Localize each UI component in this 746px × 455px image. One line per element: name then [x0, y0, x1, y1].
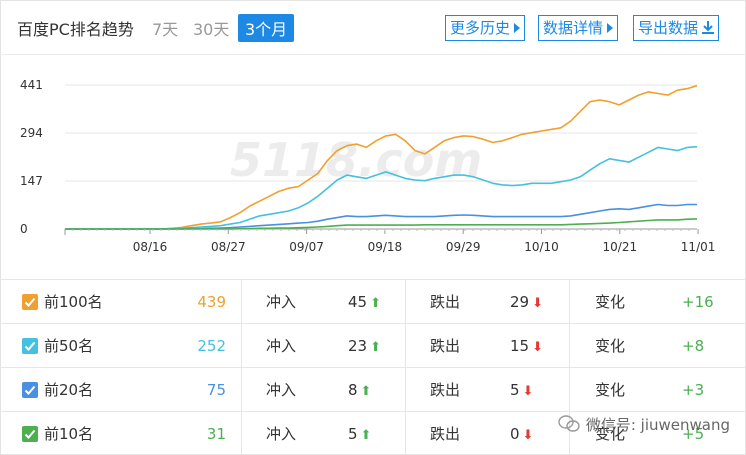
- panel-header: 百度PC排名趋势 7天 30天 3个月 更多历史 数据详情 导出数据: [0, 0, 746, 55]
- row-count: 75: [206, 381, 226, 399]
- row-label: 前10名: [44, 425, 94, 443]
- data-details-button[interactable]: 数据详情: [538, 15, 619, 41]
- arrow-down-icon: ⬇: [522, 428, 534, 443]
- y-tick-label: 0: [20, 222, 28, 236]
- x-tick-label: 08/16: [133, 240, 168, 254]
- x-tick-label: 10/10: [524, 240, 559, 254]
- check-icon: [24, 385, 36, 395]
- series-checkbox[interactable]: [22, 294, 38, 310]
- y-tick-label: 294: [20, 126, 43, 140]
- change-value: +8: [682, 337, 705, 355]
- more-history-button[interactable]: 更多历史: [445, 15, 526, 41]
- arrow-down-icon: ⬇: [522, 384, 534, 399]
- arrow-up-icon: ⬆: [370, 340, 381, 355]
- in-label: 冲入: [266, 381, 297, 399]
- out-value: 0 ⬇: [510, 425, 534, 443]
- out-value: 29 ⬇: [510, 293, 543, 311]
- out-label: 跌出: [430, 381, 461, 399]
- table-row: 前100名 439 冲入 45 ⬆ 跌出 29 ⬇ 变化 +16: [0, 279, 746, 324]
- download-icon: [702, 17, 715, 34]
- arrow-up-icon: ⬆: [360, 384, 372, 399]
- watermark-text: 微信号: jiuwenwang: [585, 416, 730, 434]
- column-divider: [241, 368, 242, 412]
- caret-right-icon: [514, 23, 521, 33]
- in-value: 45 ⬆: [348, 293, 381, 311]
- wechat-icon: [558, 415, 580, 433]
- change-label: 变化: [595, 293, 626, 311]
- out-label: 跌出: [430, 337, 461, 355]
- check-icon: [24, 429, 36, 439]
- table-row: 前20名 75 冲入 8 ⬆ 跌出 5 ⬇ 变化 +3: [0, 367, 746, 412]
- x-tick-label: 09/29: [446, 240, 481, 254]
- row-label: 前50名: [44, 337, 94, 355]
- change-label: 变化: [595, 381, 626, 399]
- x-tick-label: 10/21: [603, 240, 638, 254]
- more-history-label: 更多历史: [450, 19, 511, 37]
- in-label: 冲入: [266, 293, 297, 311]
- change-value: +5: [682, 425, 705, 443]
- column-divider: [241, 324, 242, 368]
- series-line-top10: [65, 218, 698, 230]
- x-tick-label: 09/07: [289, 240, 324, 254]
- y-tick-label: 441: [20, 78, 43, 92]
- column-divider: [569, 368, 570, 412]
- column-divider: [405, 280, 406, 324]
- arrow-up-icon: ⬆: [370, 296, 381, 311]
- column-divider: [569, 412, 570, 455]
- x-tick-label: 08/27: [211, 240, 246, 254]
- y-tick-label: 147: [20, 174, 43, 188]
- out-value: 15 ⬇: [510, 337, 543, 355]
- caret-right-icon: [607, 23, 614, 33]
- table-row: 前50名 252 冲入 23 ⬆ 跌出 15 ⬇ 变化 +8: [0, 323, 746, 368]
- arrow-up-icon: ⬆: [360, 428, 372, 443]
- check-icon: [24, 341, 36, 351]
- in-value: 23 ⬆: [348, 337, 381, 355]
- in-label: 冲入: [266, 425, 297, 443]
- row-count: 439: [197, 293, 226, 311]
- column-divider: [569, 280, 570, 324]
- series-checkbox[interactable]: [22, 338, 38, 354]
- series-checkbox[interactable]: [22, 382, 38, 398]
- column-divider: [405, 368, 406, 412]
- change-label: 变化: [595, 425, 626, 443]
- row-label: 前100名: [44, 293, 103, 311]
- table-row: 前10名 31 冲入 5 ⬆ 跌出 0 ⬇ 变化 +5: [0, 411, 746, 455]
- column-divider: [241, 412, 242, 455]
- out-label: 跌出: [430, 425, 461, 443]
- change-value: +3: [682, 381, 705, 399]
- column-divider: [405, 412, 406, 455]
- tab-30-days[interactable]: 30天: [193, 20, 230, 39]
- column-divider: [405, 324, 406, 368]
- series-checkbox[interactable]: [22, 426, 38, 442]
- out-label: 跌出: [430, 293, 461, 311]
- in-value: 8 ⬆: [348, 381, 372, 399]
- change-label: 变化: [595, 337, 626, 355]
- change-value: +16: [682, 293, 714, 311]
- column-divider: [569, 324, 570, 368]
- row-label: 前20名: [44, 381, 94, 399]
- column-divider: [241, 280, 242, 324]
- tab-7-days[interactable]: 7天: [152, 20, 179, 39]
- in-label: 冲入: [266, 337, 297, 355]
- x-tick-label: 11/01: [681, 240, 716, 254]
- arrow-down-icon: ⬇: [532, 340, 543, 355]
- data-details-label: 数据详情: [543, 19, 604, 37]
- out-value: 5 ⬇: [510, 381, 534, 399]
- in-value: 5 ⬆: [348, 425, 372, 443]
- export-data-label: 导出数据: [638, 19, 699, 37]
- trend-chart: 5118.com 441 294 147 0 08/16 08/27 09/07 09/18 0…: [0, 56, 746, 278]
- row-count: 252: [197, 337, 226, 355]
- x-tick-label: 09/18: [368, 240, 403, 254]
- row-count: 31: [206, 425, 226, 443]
- tab-3-months[interactable]: 3个月: [238, 14, 295, 42]
- arrow-down-icon: ⬇: [532, 296, 543, 311]
- wechat-watermark: 微信号: jiuwenwang: [558, 414, 730, 435]
- page-title: 百度PC排名趋势: [17, 20, 134, 39]
- check-icon: [24, 297, 36, 307]
- export-data-button[interactable]: 导出数据: [633, 15, 720, 41]
